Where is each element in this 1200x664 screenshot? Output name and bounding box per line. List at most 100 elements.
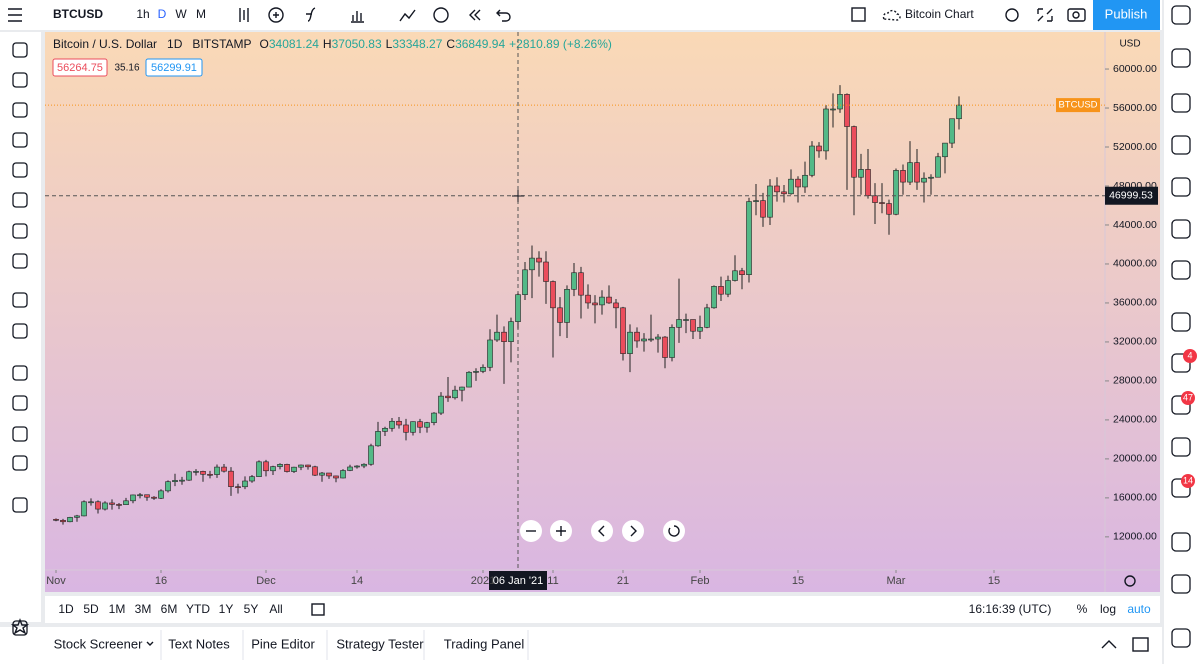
tool-icon[interactable] xyxy=(12,292,28,308)
symbol[interactable]: BTCUSD xyxy=(53,7,103,21)
candle-body xyxy=(627,331,633,354)
sidebar-icon[interactable] xyxy=(1171,628,1191,648)
candle-body xyxy=(949,118,955,144)
range-button[interactable]: 1Y xyxy=(219,602,234,616)
interval[interactable]: W xyxy=(175,7,187,21)
candle-body xyxy=(165,481,171,492)
bid-box[interactable] xyxy=(52,58,108,77)
tool-icon[interactable] xyxy=(12,455,28,471)
sidebar-icon[interactable] xyxy=(1171,48,1191,68)
x-tick-label: Feb xyxy=(691,575,710,587)
candle-body xyxy=(641,338,647,342)
candle-body xyxy=(578,272,584,296)
top-toolbar xyxy=(0,0,1162,30)
tab[interactable]: Text Notes xyxy=(168,636,230,651)
candle-body xyxy=(137,494,143,497)
range-button[interactable]: 5Y xyxy=(244,602,259,616)
candle-body xyxy=(942,142,948,158)
sidebar-icon[interactable] xyxy=(1171,312,1191,332)
tool-icon[interactable] xyxy=(12,192,28,208)
candle-body xyxy=(893,170,899,215)
interval[interactable]: M xyxy=(196,7,206,21)
tool-icon[interactable] xyxy=(12,102,28,118)
layout-name[interactable]: Bitcoin Chart xyxy=(905,7,974,21)
goto-date-icon[interactable] xyxy=(311,603,325,616)
publish-button[interactable] xyxy=(1093,0,1160,30)
tool-icon[interactable] xyxy=(12,253,28,269)
candle-body xyxy=(494,331,500,341)
tool-icon[interactable] xyxy=(12,162,28,178)
candle-body xyxy=(193,471,199,473)
sidebar-icon[interactable] xyxy=(1171,93,1191,113)
candle-body xyxy=(550,281,556,309)
scale-option[interactable]: % xyxy=(1077,602,1088,616)
tool-icon[interactable] xyxy=(12,426,28,442)
candle-body xyxy=(781,191,787,195)
interval[interactable]: D xyxy=(158,7,167,21)
sidebar-icon[interactable] xyxy=(1171,395,1191,415)
tool-icon[interactable] xyxy=(12,620,28,636)
ask-box[interactable] xyxy=(145,58,203,77)
candle-body xyxy=(585,294,591,304)
candle-body xyxy=(865,169,871,197)
sidebar-icon[interactable] xyxy=(1171,260,1191,280)
tool-icon[interactable] xyxy=(12,223,28,239)
sidebar-icon[interactable] xyxy=(1171,574,1191,594)
menu-icon[interactable] xyxy=(8,8,22,22)
candle-body xyxy=(179,479,185,482)
range-button[interactable]: 6M xyxy=(161,602,178,616)
range-button[interactable]: All xyxy=(269,602,282,616)
sidebar-icon[interactable] xyxy=(1171,177,1191,197)
bid[interactable]: 56264.75 xyxy=(57,62,103,74)
right-sidebar xyxy=(1164,0,1200,664)
candle-body xyxy=(123,500,129,505)
range-button[interactable]: 3M xyxy=(135,602,152,616)
y-tick-label: 12000.00 xyxy=(1113,531,1157,543)
sidebar-icon[interactable] xyxy=(1171,532,1191,552)
tab[interactable]: Trading Panel xyxy=(444,636,525,651)
tool-icon[interactable] xyxy=(12,497,28,513)
range-button[interactable]: YTD xyxy=(186,602,210,616)
legend-value: 34081.24 xyxy=(269,37,319,51)
range-button[interactable]: 5D xyxy=(83,602,99,616)
sidebar-icon[interactable] xyxy=(1171,437,1191,457)
x-tick-label: 14 xyxy=(351,575,363,587)
candle-body xyxy=(571,272,577,290)
candle-body xyxy=(921,177,927,183)
tab[interactable]: Pine Editor xyxy=(251,636,315,651)
publish-label[interactable]: Publish xyxy=(1105,6,1148,21)
range-button[interactable]: 1D xyxy=(58,602,74,616)
ask[interactable]: 56299.91 xyxy=(151,62,197,74)
candle-body xyxy=(431,412,437,423)
sidebar-icon[interactable] xyxy=(1171,219,1191,239)
candle-body xyxy=(312,466,318,476)
y-tick-label: 24000.00 xyxy=(1113,414,1157,426)
sidebar-icon[interactable] xyxy=(1171,478,1191,498)
candle-body xyxy=(823,108,829,152)
tab[interactable]: Strategy Tester xyxy=(336,636,424,651)
scale-option[interactable]: log xyxy=(1100,602,1116,616)
crosshair-x-label: 06 Jan '21 xyxy=(493,575,543,587)
range-button[interactable]: 1M xyxy=(109,602,126,616)
nav-buttons[interactable] xyxy=(520,520,685,542)
candle-body xyxy=(669,327,675,358)
legend: Bitcoin / U.S. Dollar 1D BITSTAMP O34081.24… xyxy=(53,37,612,51)
crosshair-x-box xyxy=(489,571,547,590)
candle-body xyxy=(333,475,339,479)
candle-body xyxy=(592,302,598,306)
tool-icon[interactable] xyxy=(12,42,28,58)
sidebar-icon[interactable] xyxy=(1171,5,1191,25)
tab-controls[interactable] xyxy=(146,637,1149,652)
tab[interactable]: Stock Screener xyxy=(54,636,144,651)
scale-option[interactable]: auto xyxy=(1127,602,1151,616)
tool-icon[interactable] xyxy=(12,72,28,88)
star-icon[interactable] xyxy=(10,618,30,635)
tool-icon[interactable] xyxy=(12,323,28,339)
candle-body xyxy=(767,185,773,218)
sidebar-icon[interactable] xyxy=(1171,135,1191,155)
tool-icon[interactable] xyxy=(12,395,28,411)
settings-icon[interactable] xyxy=(1124,575,1136,587)
tool-icon[interactable] xyxy=(12,132,28,148)
tool-icon[interactable] xyxy=(12,365,28,381)
interval[interactable]: 1h xyxy=(136,7,149,21)
